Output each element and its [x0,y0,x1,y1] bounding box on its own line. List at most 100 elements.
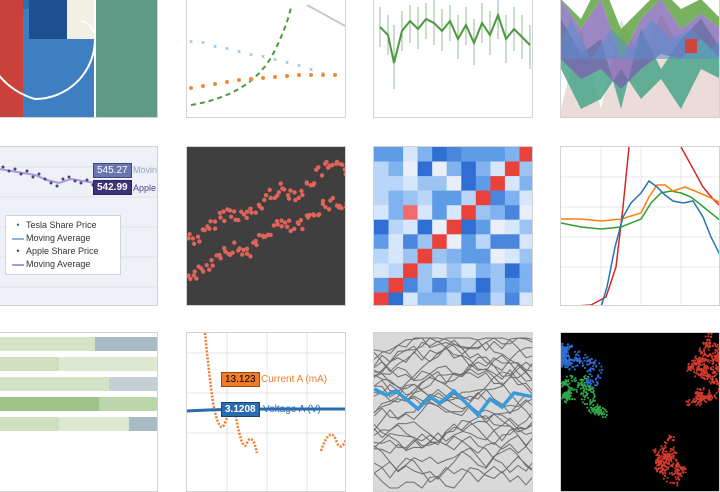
scatter-dashed-tile[interactable]: ×××× ×××× ×××× [186,0,346,118]
diffusion-particle [667,438,669,440]
diffusion-particle [701,352,703,354]
diffusion-particle [709,381,711,383]
diffusion-particle [670,459,672,461]
diffusion-particle [694,376,696,378]
diffusion-particle [601,369,603,371]
heatmap-tile[interactable] [373,146,533,306]
heatmap-cell [505,220,520,235]
scatter-point [312,181,316,185]
heatmap-cell [403,293,418,307]
stock-price-tile[interactable]: 545.27 Moving 542.99 Apple •Tesla Share … [0,146,158,306]
scatter-point [221,209,225,213]
diffusion-particle [567,344,569,346]
diffusion-particle [578,351,580,353]
heatmap-cell [418,263,433,278]
diffusion-particle [711,396,713,398]
scatter-point [339,206,343,210]
current-voltage-tile[interactable]: 13.123 Current A (mA) 3.1208 Voltage A (… [186,332,346,492]
heatmap-cell [447,220,462,235]
diffusion-particle [574,398,576,400]
random-walk-tile[interactable] [373,332,533,492]
diffusion-particle [698,363,700,365]
diffusion-particle [562,354,564,356]
diffusion-particle [690,369,692,371]
diffusion-particle [566,399,568,401]
errorbar-line-chart [374,0,533,118]
diffusion-particle [586,357,588,359]
scatter-point [288,188,292,192]
diffusion-particle [717,370,719,372]
legend-item: Moving Average [10,258,116,271]
diffusion-particle [589,373,591,375]
scatter-dark-tile[interactable] [186,146,346,306]
scatter-point [300,193,304,197]
diffusion-particle [569,398,571,400]
heatmap-cell [461,293,476,307]
stacked-area-tile[interactable] [560,0,720,118]
svg-text:×: × [309,67,313,74]
diffusion-particle [655,454,657,456]
scatter-point [324,160,328,164]
diffusion-particle [576,391,578,393]
diffusion-particle [663,469,665,471]
diffusion-particle [680,468,682,470]
diffusion-particle [667,453,669,455]
scatter-point [292,190,296,194]
heatmap-cell [461,278,476,293]
heatmap-cell [461,220,476,235]
diffusion-particle [703,343,705,345]
diffusion-particle [710,360,712,362]
diffusion-particle [562,385,564,387]
diffusion-particle [590,399,592,401]
heatmap-cell [403,249,418,264]
diffusion-particle [704,358,706,360]
heatmap-cell [432,162,447,177]
scatter-point [249,210,253,214]
diffusion-particle [584,382,586,384]
scatter-point [283,220,287,224]
diffusion-particle [699,401,701,403]
heatmap-cell [476,220,491,235]
diffusion-particle [663,478,665,480]
diffusion-particle [715,355,717,357]
diffusion-particle [709,362,711,364]
diffusion-particle [656,469,658,471]
diffusion-particle [714,394,716,396]
diffusion-particle [603,408,605,410]
heatmap-cell [432,234,447,249]
heatmap-cell [476,162,491,177]
heatmap-cell [447,191,462,206]
diffusion-particle [655,461,657,463]
diffusion-particle [695,399,697,401]
heatmap-cell [374,191,389,206]
heatmap-cell [403,205,418,220]
golden-spiral-tile[interactable] [0,0,158,118]
diffusion-particle [696,370,698,372]
diffusion-particle [584,403,586,405]
diffusion-particle [571,345,573,347]
heatmap-cell [461,162,476,177]
walk-line [374,411,533,449]
diffusion-particle [581,392,583,394]
scatter-point [209,258,213,262]
multi-line-tile[interactable] [560,146,720,306]
errorbar-line-tile[interactable] [373,0,533,118]
diffusion-particle [707,339,709,341]
diffusion-particle [590,407,592,409]
diffusion-particle [683,466,685,468]
diffusion-particle [717,366,719,368]
diffusion-particle [594,395,596,397]
diffusion-particle [682,471,684,473]
svg-text:×: × [273,57,277,64]
diffusion-particle [594,414,596,416]
diffusion-particle [571,362,573,364]
heatmap-cell [520,162,534,177]
diffusion-particle [595,365,597,367]
scatter-point [321,199,325,203]
heatmap-cell [389,293,404,307]
stacked-bar-tile[interactable] [0,332,158,492]
diffusion-particle [590,370,592,372]
diffusion-tile[interactable] [560,332,720,492]
diffusion-particle [671,454,673,456]
heatmap-cell [374,293,389,307]
